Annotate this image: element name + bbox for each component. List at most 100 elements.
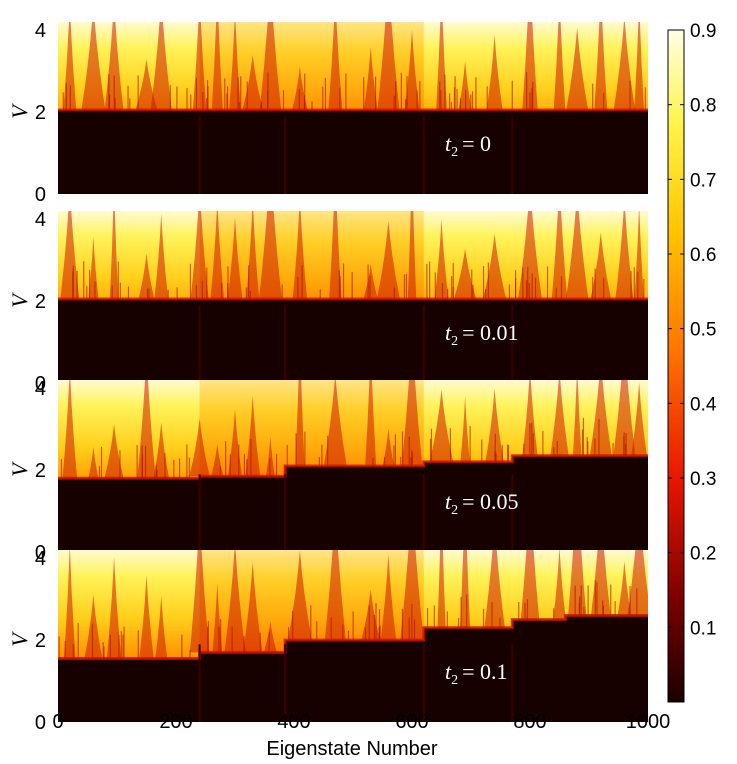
- spike-mark: [434, 219, 449, 300]
- y-axis-label: V: [7, 631, 32, 647]
- spike-mark: [520, 550, 540, 620]
- spike-mark: [104, 424, 124, 479]
- colorbar-scale: [667, 29, 685, 703]
- spike-mark: [363, 46, 378, 111]
- spike-mark: [135, 59, 158, 111]
- spike-mark: [210, 211, 225, 300]
- y-tick-label: 4: [35, 548, 46, 570]
- y-tick-label: 0: [35, 712, 46, 734]
- spike-mark: [259, 22, 282, 111]
- spike-mark: [550, 380, 569, 456]
- x-tick-label: 0: [52, 711, 63, 733]
- spike-mark: [382, 428, 395, 466]
- spike-mark: [553, 550, 566, 620]
- y-tick-label: 4: [35, 378, 46, 400]
- spike-mark: [453, 248, 477, 300]
- spike-mark: [458, 61, 472, 111]
- spike-mark: [62, 380, 78, 479]
- colorbar-tick-label: 0.2: [690, 544, 716, 565]
- spike-mark: [245, 395, 261, 477]
- spike-mark: [323, 380, 347, 466]
- spike-mark: [553, 22, 566, 111]
- spike-mark: [84, 594, 103, 659]
- spike-mark: [258, 211, 282, 300]
- spike-mark: [380, 554, 397, 641]
- spike-mark: [295, 380, 305, 466]
- spike-mark: [594, 22, 608, 111]
- colorbar-tick-label: 0.5: [690, 320, 716, 341]
- spike-mark: [551, 211, 568, 300]
- x-tick-label: 600: [395, 711, 428, 733]
- panel-1: 0 2 4 Vt2 = 0: [7, 20, 648, 206]
- panel-annotation: t2 = 0: [445, 131, 491, 160]
- panel-3: 0 2 4 Vt2 = 0.05: [7, 378, 648, 564]
- spike-mark: [572, 380, 582, 456]
- colorbar-tick-label: 0.4: [690, 394, 717, 415]
- spike-mark: [631, 382, 647, 456]
- spike-mark: [150, 22, 172, 111]
- spike-mark: [615, 211, 634, 300]
- spike-mark: [242, 562, 263, 653]
- colorbar-tick-label: 0.9: [690, 21, 716, 42]
- spike-mark: [266, 436, 275, 477]
- y-axis-label: V: [7, 461, 32, 477]
- spike-mark: [589, 380, 612, 456]
- y-tick-label: 2: [35, 460, 46, 482]
- colorbar-tick-label: 0.8: [690, 96, 716, 117]
- x-tick-label: 200: [159, 711, 192, 733]
- spike-mark: [376, 221, 400, 300]
- panel-annotation: t2 = 0.1: [445, 659, 508, 688]
- spike-mark: [190, 211, 209, 300]
- spike-mark: [109, 211, 119, 300]
- spike-mark: [634, 211, 644, 300]
- spike-mark: [485, 388, 504, 462]
- spike-mark: [287, 550, 312, 641]
- spike-mark: [429, 389, 454, 462]
- y-tick-label: 0: [35, 184, 46, 206]
- colorbar: 0.1 0.2 0.3 0.4 0.5 0.6 0.7 0.8 0.9: [667, 21, 717, 703]
- spike-mark: [486, 34, 503, 111]
- spike-mark: [263, 621, 277, 653]
- panels: 0 2 4 Vt2 = 0 0 2 4 Vt2 = 0.01 0 2 4 Vt2 = 0.05 0 2 4 Vt2 =…: [7, 20, 670, 734]
- localized-region: [58, 615, 648, 722]
- spike-mark: [377, 22, 400, 111]
- spike-mark: [224, 550, 246, 653]
- y-tick-label: 2: [35, 291, 46, 313]
- spike-mark: [88, 446, 99, 479]
- spike-mark: [617, 561, 632, 616]
- spike-mark: [328, 22, 343, 111]
- spike-mark: [81, 22, 106, 111]
- spike-mark: [292, 66, 308, 111]
- spike-mark: [189, 418, 210, 477]
- x-tick-label: 400: [277, 711, 310, 733]
- spike-mark: [634, 22, 645, 111]
- y-tick-label: 0: [35, 373, 46, 395]
- spike-mark: [407, 211, 417, 300]
- spike-mark: [138, 253, 155, 300]
- y-axis-label: V: [7, 292, 32, 308]
- y-tick-label: 4: [35, 20, 46, 42]
- spike-mark: [404, 29, 420, 111]
- spike-mark: [566, 211, 589, 300]
- colorbar-tick-label: 0.6: [690, 245, 716, 266]
- y-tick-label: 0: [35, 542, 46, 564]
- colorbar-tick-label: 0.1: [690, 618, 716, 639]
- spike-mark: [212, 582, 223, 653]
- spike-mark: [139, 575, 154, 659]
- spike-mark: [88, 236, 99, 300]
- panel-annotation: t2 = 0.05: [445, 489, 519, 518]
- spike-mark: [518, 211, 542, 300]
- spike-mark: [484, 550, 505, 628]
- spike-mark: [60, 211, 80, 300]
- spike-mark: [627, 550, 648, 616]
- panel-2: 0 2 4 Vt2 = 0.01: [7, 209, 648, 395]
- spike-mark: [460, 550, 471, 628]
- spike-mark: [436, 22, 447, 111]
- panel-4: 0 2 4 Vt2 = 0.1: [7, 548, 648, 734]
- panel-annotation: t2 = 0.01: [445, 320, 519, 349]
- spike-mark: [401, 380, 423, 466]
- colorbar-tick-label: 0.7: [690, 170, 716, 191]
- spike-mark: [365, 380, 377, 466]
- spike-mark: [189, 550, 210, 653]
- spike-mark: [106, 557, 122, 659]
